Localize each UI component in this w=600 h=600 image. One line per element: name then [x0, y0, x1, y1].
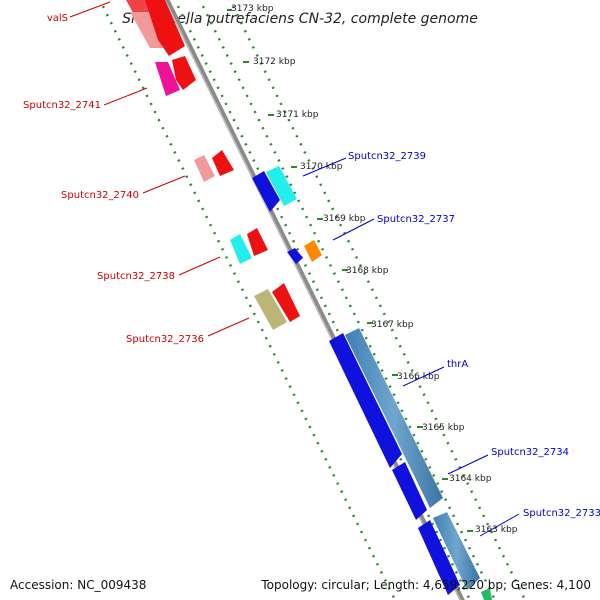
guide-line-left-outer	[98, 0, 397, 600]
gene-red-2736[interactable]	[272, 283, 300, 322]
leader-line	[69, 1, 111, 18]
gene-label-Sputcn32-2733[interactable]: Sputcn32_2733	[523, 508, 600, 519]
accession-text: Accession: NC_009438	[10, 578, 147, 592]
gene-thrA[interactable]	[329, 333, 402, 468]
guide-line-right-inner	[198, 0, 497, 600]
kbp-label: 3163 kbp	[475, 525, 518, 535]
gene-label-Sputcn32-2736[interactable]: Sputcn32_2736	[126, 334, 204, 345]
kbp-label: 3169 kbp	[323, 214, 366, 224]
gene-red-2741[interactable]	[172, 56, 196, 90]
right-gene-labels: Sputcn32_2739 Sputcn32_2737 thrA Sputcn3…	[302, 151, 600, 537]
gene-label-Sputcn32-2741[interactable]: Sputcn32_2741	[23, 100, 101, 111]
leader-line	[302, 157, 347, 177]
gene-Sputcn32-2739[interactable]	[266, 166, 297, 206]
gene-blue-2737[interactable]	[287, 248, 303, 264]
gene-Sputcn32-2734[interactable]	[392, 462, 427, 520]
leader-line	[207, 317, 250, 337]
kbp-label: 3164 kbp	[449, 474, 492, 484]
kbp-label: 3170 kbp	[300, 162, 343, 172]
gene-red-upper[interactable]	[145, 0, 185, 56]
forward-strand-genes	[252, 166, 492, 600]
leader-line	[142, 175, 186, 194]
gene-label-Sputcn32-2734[interactable]: Sputcn32_2734	[491, 447, 569, 458]
leader-line	[332, 218, 375, 241]
gene-label-Sputcn32-2740[interactable]: Sputcn32_2740	[61, 190, 139, 201]
gene-label-Sputcn32-2738[interactable]: Sputcn32_2738	[97, 271, 175, 282]
gene-Sputcn32-2733[interactable]	[418, 520, 460, 595]
kbp-ticks	[227, 9, 473, 532]
gene-green-tail[interactable]	[481, 588, 492, 600]
kbp-labels: 3173 kbp 3172 kbp 3171 kbp 3170 kbp 3169…	[231, 4, 518, 535]
gene-label-valS[interactable]: valS	[47, 13, 68, 24]
kbp-label: 3172 kbp	[253, 57, 296, 67]
reverse-strand-genes	[126, 0, 300, 330]
gene-label-Sputcn32-2739[interactable]: Sputcn32_2739	[348, 151, 426, 162]
kbp-label: 3168 kbp	[346, 266, 389, 276]
gene-steel-2733[interactable]	[433, 512, 480, 590]
gene-Sputcn32-2736[interactable]	[254, 289, 287, 330]
gene-blue-2739[interactable]	[252, 171, 280, 212]
gene-Sputcn32-2738[interactable]	[230, 234, 252, 264]
kbp-label: 3166 kbp	[397, 372, 440, 382]
kbp-label: 3171 kbp	[276, 110, 319, 120]
kbp-label: 3165 kbp	[422, 423, 465, 433]
gene-thrA-steel[interactable]	[345, 328, 443, 508]
genome-summary-text: Topology: circular; Length: 4,659,220 bp…	[261, 578, 591, 592]
gene-Sputcn32-2741[interactable]	[155, 62, 180, 96]
kbp-label: 3167 kbp	[371, 320, 414, 330]
kbp-label: 3173 kbp	[231, 4, 274, 14]
left-gene-labels: valS Sputcn32_2741 Sputcn32_2740 Sputcn3…	[23, 1, 250, 345]
gene-red-2738[interactable]	[247, 228, 268, 256]
gene-label-Sputcn32-2737[interactable]: Sputcn32_2737	[377, 214, 455, 225]
gene-red-2740[interactable]	[212, 150, 234, 176]
leader-line	[479, 513, 520, 537]
gene-label-thrA[interactable]: thrA	[447, 359, 468, 370]
leader-line	[402, 366, 445, 387]
leader-line	[178, 256, 221, 276]
gene-Sputcn32-2737[interactable]	[304, 240, 322, 262]
leader-line	[103, 87, 148, 106]
leader-line	[447, 454, 489, 475]
gene-Sputcn32-2740[interactable]	[194, 155, 215, 182]
